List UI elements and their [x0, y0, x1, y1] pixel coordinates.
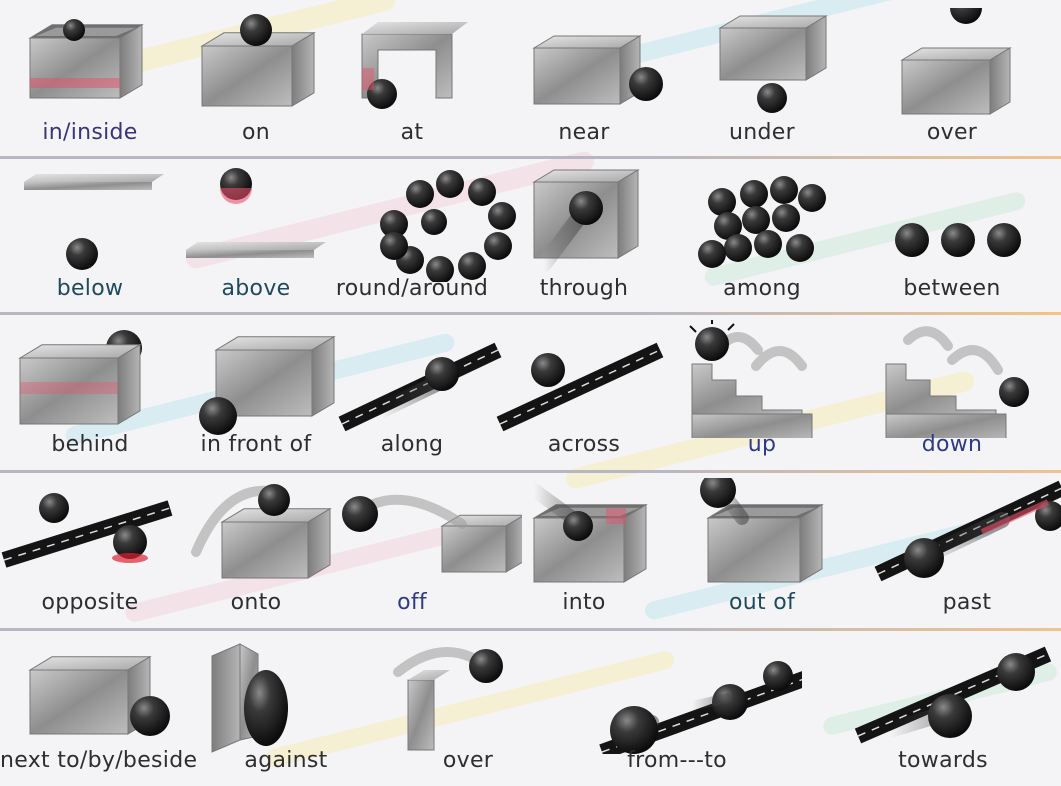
preposition-label: under: [729, 120, 795, 145]
illustration-outof: [700, 478, 824, 583]
preposition-cell-across: across: [494, 320, 694, 470]
preposition-label: over: [926, 120, 978, 145]
illustration-opposite: [1, 493, 173, 568]
preposition-label: past: [942, 590, 992, 615]
preposition-label: from---to: [627, 748, 727, 773]
preposition-cell-front: in front of: [166, 320, 366, 470]
preposition-label: among: [723, 276, 801, 301]
illustration-up: [689, 320, 813, 438]
preposition-cell-through: through: [494, 164, 694, 314]
preposition-cell-near: near: [494, 8, 694, 158]
preposition-label: above: [221, 276, 291, 301]
preposition-label: at: [400, 120, 424, 145]
preposition-cell-in: in/inside: [0, 8, 200, 158]
preposition-label: onto: [230, 590, 282, 615]
preposition-label: towards: [898, 748, 988, 773]
illustration-behind: [18, 330, 142, 425]
illustration-front: [199, 335, 336, 435]
preposition-cell-at: at: [322, 8, 522, 158]
illustration-towards: [854, 646, 1052, 744]
preposition-cell-over2: over: [378, 636, 578, 786]
illustration-above: [186, 168, 326, 258]
preposition-label: below: [56, 276, 124, 301]
illustration-against: [211, 643, 288, 753]
preposition-cell-among: among: [672, 164, 872, 314]
preposition-cell-on: on: [166, 8, 366, 158]
illustration-fromto: [599, 661, 802, 754]
illustration-across: [496, 342, 664, 432]
preposition-cell-past: past: [862, 478, 1061, 628]
illustration-among: [698, 176, 826, 268]
illustration-between: [895, 223, 1021, 257]
preposition-label: round/around: [335, 276, 489, 301]
preposition-cell-fromto: from---to: [572, 636, 802, 786]
preposition-cell-into: into: [494, 478, 694, 628]
preposition-cell-down: down: [862, 320, 1061, 470]
preposition-label: opposite: [41, 590, 139, 615]
row-divider: [0, 156, 1061, 159]
illustration-over2: [393, 647, 503, 751]
preposition-label: down: [921, 432, 983, 457]
illustration-near: [532, 35, 663, 105]
preposition-cell-onto: onto: [166, 478, 366, 628]
preposition-label: near: [558, 120, 610, 145]
illustration-next: [28, 655, 170, 736]
preposition-cell-around: round/around: [322, 164, 522, 314]
preposition-cell-next: next to/by/beside: [0, 636, 200, 786]
preposition-cell-opposite: opposite: [0, 478, 200, 628]
preposition-label: off: [397, 590, 427, 615]
illustration-past: [874, 480, 1061, 582]
preposition-cell-below: below: [0, 164, 200, 314]
preposition-label: in/inside: [42, 120, 138, 145]
illustration-at: [361, 22, 468, 109]
preposition-cell-under: under: [672, 8, 872, 158]
illustration-around: [380, 170, 516, 282]
row-divider: [0, 470, 1061, 473]
preposition-label: across: [547, 432, 621, 457]
illustration-into: [527, 483, 648, 583]
illustration-along: [338, 342, 502, 432]
illustration-onto: [191, 484, 332, 579]
illustration-through: [532, 169, 640, 272]
illustration-off: [342, 494, 522, 573]
preposition-cell-against: against: [196, 636, 396, 786]
illustration-under: [718, 15, 828, 113]
preposition-cell-above: above: [166, 164, 366, 314]
preposition-cell-outof: out of: [672, 478, 872, 628]
preposition-label: into: [562, 590, 606, 615]
preposition-cell-over: over: [862, 8, 1061, 158]
preposition-label: up: [747, 432, 777, 457]
illustration-below: [24, 174, 164, 270]
preposition-label: next to/by/beside: [0, 748, 198, 773]
preposition-label: through: [539, 276, 629, 301]
preposition-label: along: [380, 432, 444, 457]
preposition-label: over: [442, 748, 494, 773]
preposition-cell-towards: towards: [838, 636, 1061, 786]
illustration-on: [200, 14, 316, 107]
illustration-in: [28, 19, 144, 99]
preposition-label: on: [241, 120, 270, 145]
preposition-label: out of: [728, 590, 796, 615]
preposition-label: in front of: [200, 432, 312, 457]
preposition-cell-along: along: [322, 320, 522, 470]
preposition-label: behind: [51, 432, 129, 457]
preposition-cell-up: up: [672, 320, 872, 470]
illustration-over: [900, 8, 1012, 115]
preposition-label: between: [903, 276, 1001, 301]
preposition-cell-off: off: [322, 478, 522, 628]
preposition-label: against: [244, 748, 328, 773]
preposition-cell-behind: behind: [0, 320, 200, 470]
row-divider: [0, 628, 1061, 631]
preposition-cell-between: between: [862, 164, 1061, 314]
row-divider: [0, 312, 1061, 315]
illustration-down: [885, 326, 1029, 438]
